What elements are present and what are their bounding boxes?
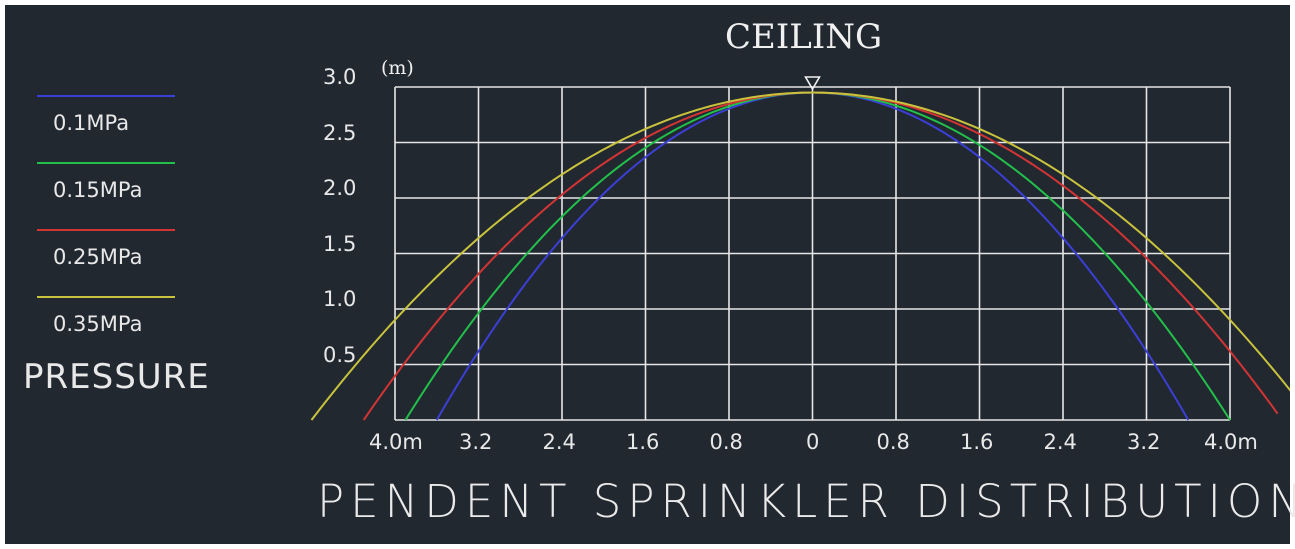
series-line-0.35MPa	[310, 91, 1290, 421]
x-tick-label: 4.0m	[1204, 430, 1258, 454]
legend-label: 0.25MPa	[53, 245, 143, 269]
y-tick-label: 2.5	[323, 120, 357, 145]
x-tick-label: 1.6	[626, 430, 660, 454]
legend-swatch	[37, 229, 175, 231]
sprinkler-marker-icon	[804, 76, 821, 91]
legend-label: 0.1MPa	[53, 111, 130, 135]
x-tick-label: 2.4	[1043, 430, 1077, 454]
x-tick-label: 1.6	[960, 430, 994, 454]
x-tick-label: 0.8	[876, 430, 910, 454]
legend-label: 0.15MPa	[53, 178, 143, 202]
ceiling-label: CEILING	[725, 17, 883, 57]
y-tick-label: 1.0	[323, 287, 357, 311]
legend-label: 0.35MPa	[53, 312, 143, 336]
y-tick-label: 0.5	[323, 342, 357, 367]
legend-title: PRESSURE	[23, 357, 210, 397]
chart-canvas: CEILING (m) 3.0 2.5 2.0 1.5 1.0 0.5 4.0m 3.2 2.…	[5, 5, 1295, 544]
y-tick-label: 3.0	[323, 65, 357, 89]
series-line-0.25MPa	[362, 91, 1279, 421]
legend-swatch	[37, 296, 175, 298]
legend-swatch	[37, 162, 175, 164]
chart-title: PENDENT SPRINKLER DISTRIBUTION	[317, 475, 1295, 528]
x-tick-label: 3.2	[1127, 430, 1161, 454]
x-tick-label: 4.0m	[369, 430, 423, 454]
chart-svg	[310, 76, 1290, 421]
y-tick-label: 2.0	[323, 176, 357, 200]
y-tick-label: 1.5	[323, 231, 357, 256]
legend-swatch	[37, 95, 175, 97]
series-line-0.15MPa	[404, 91, 1231, 421]
x-tick-label: 0.8	[709, 430, 743, 454]
x-tick-label: 2.4	[542, 430, 576, 454]
x-tick-label: 0	[806, 430, 820, 454]
y-unit-label: (m)	[381, 57, 414, 79]
x-tick-label: 3.2	[459, 430, 493, 454]
